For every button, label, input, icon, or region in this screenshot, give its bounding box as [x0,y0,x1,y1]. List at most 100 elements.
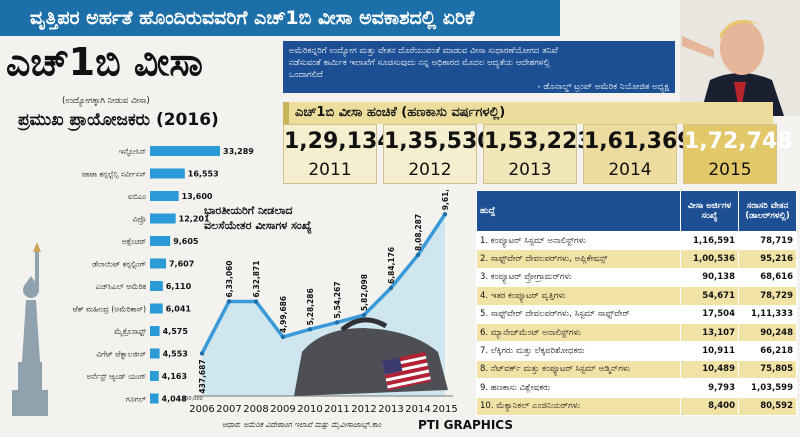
table-row: 5. ಸಾಫ್ಟ್‌ವೇರ್ ದೇವಲಪರ್‌ಗಳು, ಸಿಸ್ಟಮ್ ಸಾಫ್… [476,304,797,324]
table-row: 2. ಸಾಫ್ಟ್‌ವೇರ್ ದೇವಲಪರ್‌ಗಳು, ಅಪ್ಲಿಕೇಷನ್ಸ್… [476,249,797,269]
trend-value-label: 5,28,286 [306,288,315,325]
table-cell-role: 1. ಕಂಪ್ಯೂಟರ್ ಸಿಸ್ಟಮ್ ಅನಾಲಿಸ್ಟ್‌ಗಳು [476,230,681,251]
employer-bar-category-label: ಟಾಟಾ ಕನ್ಸಲ್ಟೆನ್ಸಿ ಸರ್ವೀಸಸ್ [82,170,146,179]
trend-value-label: 6,84,176 [387,247,396,284]
visa-year-label: 2011 [308,160,352,180]
table-cell-role: 6. ಮ್ಯಾನೇಜ್‌ಮೆಂಟ್ ಅನಾಲಿಸ್ಟ್‌ಗಳು [476,322,681,343]
trend-chart-title-line: ಭಾರತೀಯರಿಗೆ ನೀಡಲಾದ [204,204,292,217]
employer-bar [150,326,160,336]
employer-bar-category-label: ಟೆಕ್ ಮಹೀಂದ್ರ (ಅಮೆರಿಕಾಸ್) [73,305,146,314]
employer-bar-value-label: 9,605 [173,237,199,246]
table-cell-salary: 90,248 [738,322,797,343]
table-cell-salary: 68,616 [738,267,797,288]
table-cell-salary: 80,592 [738,396,797,416]
employer-bar [150,393,159,404]
trend-value-label: 437,687 [198,359,207,393]
employer-bar-value-label: 4,575 [163,327,189,336]
table-row: 9. ಹಣಕಾಸು ವಿಶ್ಲೇಷಕರು 9,793 1,03,599 [476,378,797,398]
table-cell-applications: 90,138 [680,267,739,288]
table-header-role: ಹುದ್ದೆ [476,190,681,232]
trend-point [415,252,421,258]
x-axis-tick-label: 2007 [216,404,241,415]
employer-bar-value-label: 33,289 [223,147,254,156]
y-axis-tick-label: 300,000 [182,396,203,402]
table-cell-salary: 78,719 [738,230,797,251]
table-cell-salary: 66,218 [738,341,797,361]
table-cell-applications: 8,400 [680,396,739,416]
employer-bar-category-label: ಡೆಲಾಯಿಟ್ ಕನ್ಸಲ್ಟಿಂಗ್ [92,260,146,269]
visa-year-box: 1,53,223 2013 [483,124,593,184]
visa-year-label: 2015 [708,160,752,180]
employer-bar-category-label: ವಿಪ್ರೊ [132,215,146,225]
trend-point [280,334,286,340]
suitcase-illustration [294,317,448,396]
quote-attribution: - ಡೊನಾಲ್ಡ್ ಟ್ರಂಪ್ ಅಮೆರಿಕ ನಿಯೋಜಿತ ಅಧ್ಯಕ್ಷ [537,82,669,92]
x-axis-tick-label: 2008 [243,404,268,415]
table-row: 1. ಕಂಪ್ಯೂಟರ್ ಸಿಸ್ಟಮ್ ಅನಾಲಿಸ್ಟ್‌ಗಳು 1,16,5… [476,230,797,251]
job-role-table: ಹುದ್ದೆ ವೀಸಾ ಅರ್ಜಿಗಳ ಸಂಖ್ಯೆ ಸರಾಸರಿ ವೇತನ (… [476,190,797,416]
top-banner: ವೃತ್ತಿಪರ ಅರ್ಹತೆ ಹೊಂದಿರುವವರಿಗೆ ಎಚ್1ಬಿ ವೀಸ… [0,0,560,36]
table-cell-applications: 9,793 [680,378,739,398]
visa-year-value: 1,35,530 [384,129,493,154]
table-row: 4. ಇತರ ಕಂಪ್ಯೂಟರ್ ವೃತ್ತಿಗಳು 54,671 78,729 [476,286,797,306]
table-cell-applications: 1,16,591 [680,230,739,251]
main-title: ಎಚ್1ಬಿ ವೀಸಾ [6,40,203,84]
employer-bar-value-label: 12,201 [179,215,210,224]
table-cell-applications: 13,107 [680,322,739,343]
x-axis-tick-label: 2013 [378,404,403,415]
table-cell-role: 5. ಸಾಫ್ಟ್‌ವೇರ್ ದೇವಲಪರ್‌ಗಳು, ಸಿಸ್ಟಮ್ ಸಾಫ್… [476,304,681,324]
x-axis-tick-label: 2014 [405,404,430,415]
quote-box: ಅಮೆರಿಕನ್ನರಿಗೆ ಉದ್ಯೋಗ ಮತ್ತು ವೇತನ ದೊರೆಯುವಂ… [283,41,675,93]
employer-bar-value-label: 4,048 [162,395,188,404]
quote-line: ಒಂದಾಗಲಿದೆ [289,70,323,80]
trend-point [253,299,259,304]
employer-bar-value-label: 4,163 [162,372,187,381]
employer-bar-category-label: ಗೂಗಲ್ [126,395,147,404]
employer-bar [150,213,176,224]
employer-chart-title: ಪ್ರಮುಖ ಪ್ರಾಯೋಜಕರು (2016) [18,110,219,130]
table-cell-role: 9. ಹಣಕಾಸು ವಿಶ್ಲೇಷಕರು [476,378,681,398]
table-cell-salary: 78,729 [738,286,797,306]
visa-year-value: 1,53,223 [484,129,593,154]
table-cell-applications: 10,489 [680,359,739,380]
trend-line [200,213,447,355]
trend-value-label: 9,61,423 [441,190,450,210]
table-cell-salary: 95,216 [738,249,797,269]
table-row: 7. ಲೆಕ್ಕಿಗರು ಮತ್ತು ಲೆಕ್ಕಪರಿಶೋಧಕರು 10,911 6… [476,341,797,361]
trend-value-label: 6,33,060 [225,260,234,297]
employer-bar-value-label: 6,041 [166,305,192,314]
table-row: 6. ಮ್ಯಾನೇಜ್‌ಮೆಂಟ್ ಅನಾಲಿಸ್ಟ್‌ಗಳು 13,107 90,… [476,322,797,343]
trend-point [361,312,367,318]
employer-bar [150,303,163,314]
employer-bar-category-label: ಇನ್ಫೋಸಿಸ್ [119,147,146,158]
x-axis-tick-label: 2010 [297,404,322,415]
x-axis-tick-label: 2012 [351,404,376,415]
visa-year-box: 1,29,134 2011 [283,124,393,184]
trend-point [307,327,313,332]
employer-bar-value-label: 7,607 [169,260,194,269]
employer-bar-value-label: 4,553 [163,350,188,359]
source-note: ಆಧಾರ: ಅಮೆರಿಕ ವಿದೇಶಾಂಗ ಇಲಾಖೆ ಮತ್ತು ಮೈವೀಸಾ… [222,420,382,429]
visa-year-box: 1,35,530 2012 [383,124,493,184]
employer-bar-category-label: ವಿಗೆಟ್ ಟೆಕ್ನಾಲಜೀಸ್ [96,350,146,359]
visa-year-value: 1,29,134 [284,129,393,154]
quote-line: ನಡೆಸುವಂತೆ ಕಾರ್ಮಿಕ ಇಲಾಖೆಗೆ ಸೂಚಿಸುವುದು ನನ್… [289,58,550,68]
trend-value-label: 6,32,871 [252,261,261,298]
x-axis-tick-label: 2006 [189,404,214,415]
pti-graphics-logo: PTI GRAPHICS [418,418,513,432]
table-header-salary: ಸರಾಸರಿ ವೇತನ (ಡಾಲರ್‌ಗಳಲ್ಲಿ) [738,190,797,232]
employer-bar-category-label: ಅರ್ನೆಸ್ಟ್ ಆ್ಯಂಡ್ ಯಂಗ್ [87,372,146,381]
trend-point [442,212,448,217]
statue-of-liberty-illustration [12,242,48,416]
table-cell-role: 2. ಸಾಫ್ಟ್‌ವೇರ್ ದೇವಲಪರ್‌ಗಳು, ಅಪ್ಲಿಕೇಷನ್ಸ್ [476,249,681,269]
trend-point [226,299,232,304]
table-cell-salary: 75,805 [738,359,797,380]
table-cell-salary: 1,03,599 [738,378,797,398]
table-header-applications: ವೀಸಾ ಅರ್ಜಿಗಳ ಸಂಖ್ಯೆ [680,190,739,232]
employer-bar [150,348,160,359]
trend-value-label: 4,99,686 [279,296,288,333]
table-row: 10. ಮೆಕ್ಯಾನಿಕಲ್ ಎಂಜಿನಿಯರ್‌ಗಳು 8,400 80,592 [476,396,797,416]
table-cell-role: 3. ಕಂಪ್ಯೂಟರ್ ಪ್ರೋಗ್ರಾಮರ್‌ಗಳು [476,267,681,288]
visa-year-label: 2014 [608,160,652,180]
employer-bar-category-label: ಐಬಿಎಂ [128,192,147,201]
